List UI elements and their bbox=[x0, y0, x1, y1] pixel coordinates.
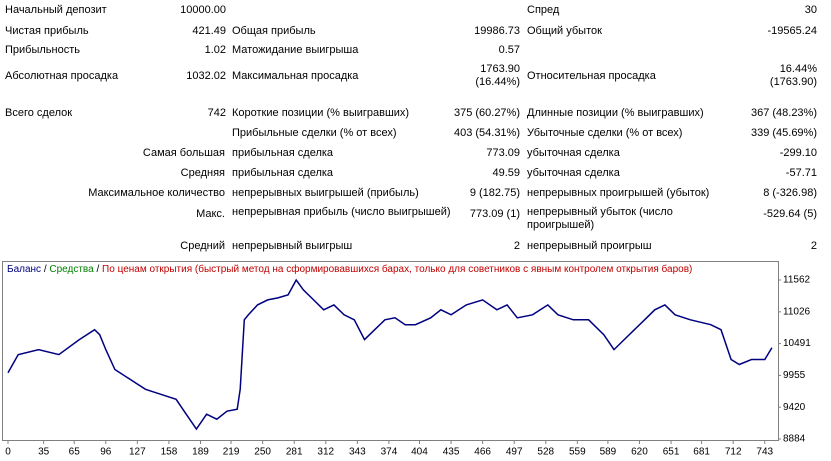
stat-value: 339 (45.69%) bbox=[750, 127, 817, 139]
x-tick-label: 65 bbox=[69, 447, 81, 458]
y-tick-label: 9955 bbox=[783, 370, 806, 381]
stat-label: Максимальная просадка bbox=[232, 70, 359, 82]
x-tick-label: 681 bbox=[693, 447, 710, 458]
stat-label: Убыточные сделки (% от всех) bbox=[527, 127, 683, 139]
x-tick-label: 620 bbox=[631, 447, 648, 458]
stat-value: 2 bbox=[810, 240, 817, 252]
stat-value: 773.09 (1) bbox=[469, 208, 520, 220]
legend-balance: Баланс bbox=[7, 264, 41, 275]
x-tick-label: 96 bbox=[100, 447, 112, 458]
balance-line bbox=[7, 278, 773, 431]
x-tick-label: 374 bbox=[381, 447, 398, 458]
x-tick-label: 528 bbox=[537, 447, 554, 458]
stat-value: 0.57 bbox=[498, 44, 520, 56]
stat-label: Общий убыток bbox=[527, 25, 602, 37]
stat-label: непрерывных выигрышей (прибыль) bbox=[232, 187, 419, 199]
stat-value: 19986.73 bbox=[474, 25, 520, 37]
stat-label: Максимальное количество bbox=[88, 187, 225, 199]
x-tick-label: 466 bbox=[474, 447, 491, 458]
stat-label: Самая большая bbox=[142, 147, 225, 159]
legend-separator: / bbox=[41, 264, 49, 275]
stat-value: -19565.24 bbox=[767, 25, 817, 37]
stat-label: прибыльная сделка bbox=[232, 167, 334, 179]
y-tick-label: 10491 bbox=[783, 338, 811, 349]
stat-value: -299.10 bbox=[779, 147, 817, 159]
y-tick-label: 11562 bbox=[783, 275, 811, 286]
legend-equity: Средства bbox=[49, 264, 94, 275]
stat-value: 30 bbox=[804, 4, 817, 16]
stat-label: Общая прибыль bbox=[232, 25, 316, 37]
legend-separator: / bbox=[94, 264, 102, 275]
stat-value: 16.44% bbox=[779, 63, 817, 75]
x-tick-label: 651 bbox=[663, 447, 680, 458]
stat-label: Чистая прибыль bbox=[5, 25, 89, 37]
stat-value: (1763.90) bbox=[769, 76, 817, 88]
legend: Баланс / Средства / По ценам открытия (б… bbox=[7, 263, 692, 275]
stat-label: Начальный депозит bbox=[5, 4, 107, 16]
x-tick-label: 559 bbox=[569, 447, 586, 458]
y-tick-label: 8884 bbox=[783, 434, 806, 445]
stat-value: 49.59 bbox=[492, 167, 520, 179]
x-tick-label: 404 bbox=[411, 447, 428, 458]
stat-label: непрерывный выигрыш bbox=[232, 240, 353, 252]
x-tick-label: 35 bbox=[38, 447, 50, 458]
stat-label: Средний bbox=[180, 240, 225, 252]
stat-value: 8 (-326.98) bbox=[763, 187, 817, 199]
stat-label: Спред bbox=[527, 4, 560, 16]
y-tick-label: 9420 bbox=[783, 402, 806, 413]
stat-value: 421.49 bbox=[192, 25, 226, 37]
stat-label: Прибыльность bbox=[5, 44, 80, 56]
stat-value: 375 (60.27%) bbox=[453, 107, 520, 119]
stat-value: 367 (48.23%) bbox=[750, 107, 817, 119]
stat-label: Длинные позиции (% выигравших) bbox=[527, 107, 704, 119]
x-tick-label: 435 bbox=[443, 447, 460, 458]
stat-value: 403 (54.31%) bbox=[453, 127, 520, 139]
stat-value: 9 (182.75) bbox=[469, 187, 520, 199]
stat-value: 742 bbox=[207, 107, 226, 119]
stat-label: Относительная просадка bbox=[527, 70, 656, 82]
stat-value: 1.02 bbox=[204, 44, 226, 56]
x-tick-label: 281 bbox=[286, 447, 303, 458]
stat-label: Средняя bbox=[180, 167, 225, 179]
stat-label: Матожидание выигрыша bbox=[232, 44, 359, 56]
stat-label: Макс. bbox=[196, 208, 225, 220]
stat-label: Короткие позиции (% выигравших) bbox=[232, 107, 410, 119]
legend-model: По ценам открытия (быстрый метод на сфор… bbox=[102, 263, 692, 275]
x-tick-label: 712 bbox=[725, 447, 742, 458]
x-tick-label: 250 bbox=[254, 447, 271, 458]
stat-value: -529.64 (5) bbox=[763, 208, 817, 220]
x-tick-label: 343 bbox=[349, 447, 366, 458]
x-tick-label: 0 bbox=[5, 447, 11, 458]
stat-value: 1763.90 bbox=[480, 63, 520, 75]
x-tick-label: 127 bbox=[129, 447, 146, 458]
stat-label: непрерывных проигрышей (убыток) bbox=[527, 187, 710, 199]
stat-label: Прибыльные сделки (% от всех) bbox=[232, 127, 397, 139]
stat-value: -57.71 bbox=[785, 167, 817, 179]
x-tick-label: 589 bbox=[600, 447, 617, 458]
stat-label: прибыльная сделка bbox=[232, 147, 334, 159]
stat-label: непрерывный проигрыш bbox=[527, 240, 652, 252]
stat-label: непрерывный убыток (число проигрышей) bbox=[527, 206, 673, 231]
stat-label: убыточная сделка bbox=[527, 147, 620, 159]
x-tick-label: 189 bbox=[192, 447, 209, 458]
x-tick-label: 497 bbox=[506, 447, 523, 458]
x-tick-label: 312 bbox=[317, 447, 334, 458]
stat-label: Всего сделок bbox=[5, 107, 73, 119]
stat-label: Абсолютная просадка bbox=[5, 70, 119, 82]
stat-label: непрерывная прибыль (число выигрышей) bbox=[232, 206, 451, 218]
y-tick-label: 11026 bbox=[783, 306, 811, 317]
x-tick-label: 158 bbox=[161, 447, 178, 458]
stat-value: 10000.00 bbox=[180, 4, 226, 16]
stat-label: убыточная сделка bbox=[527, 167, 620, 179]
stat-value: 773.09 bbox=[486, 147, 520, 159]
stat-value: (16.44%) bbox=[475, 76, 520, 88]
x-tick-label: 743 bbox=[756, 447, 773, 458]
stat-value: 2 bbox=[513, 240, 520, 252]
x-tick-label: 219 bbox=[223, 447, 240, 458]
chart-frame bbox=[2, 261, 779, 441]
stat-value: 1032.02 bbox=[186, 70, 226, 82]
